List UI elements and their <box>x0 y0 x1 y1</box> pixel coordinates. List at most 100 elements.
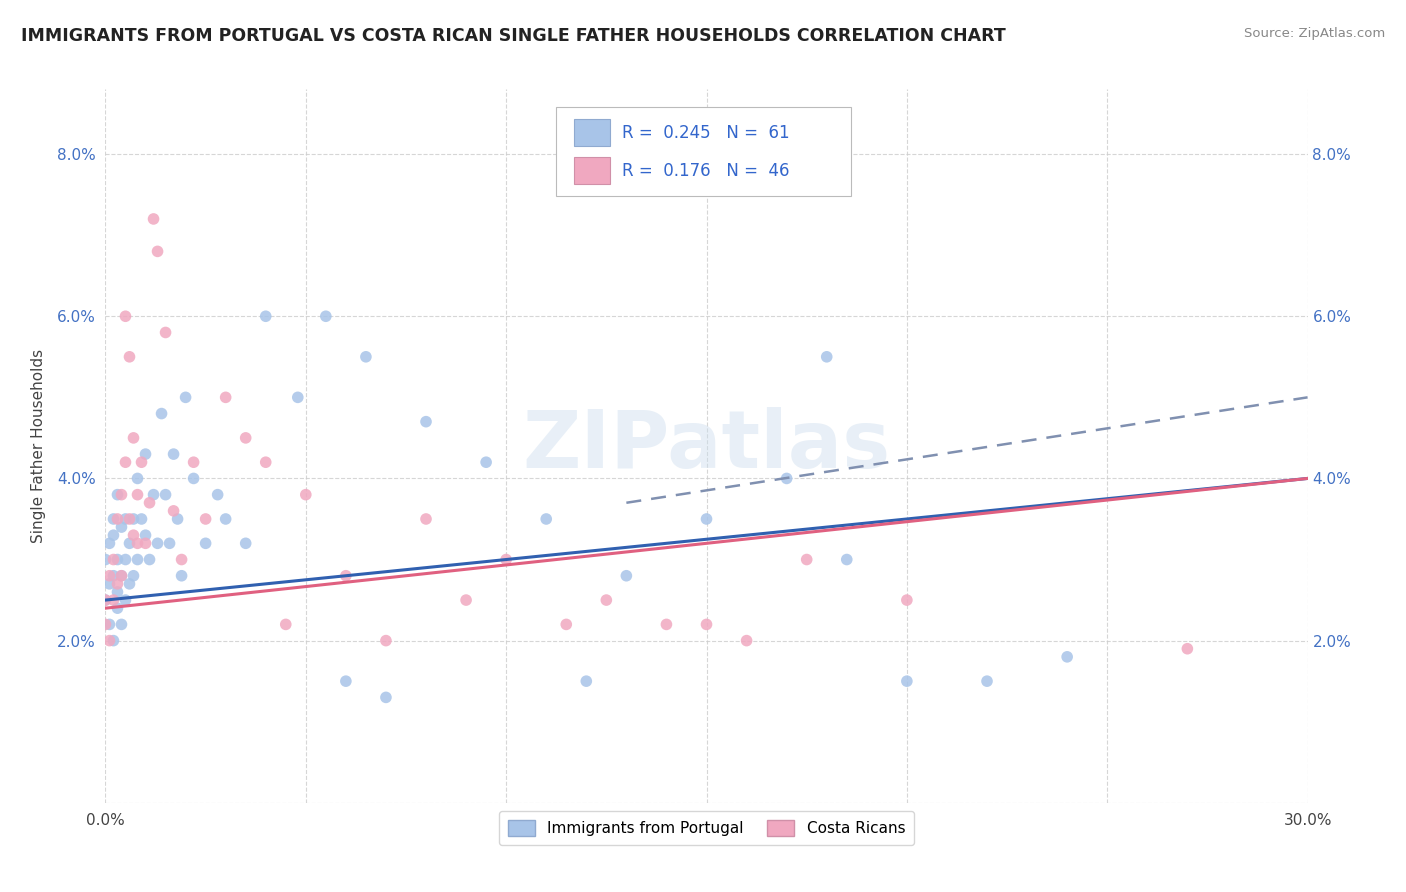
Point <box>456 593 478 607</box>
Text: R =  0.176   N =  46: R = 0.176 N = 46 <box>623 162 790 180</box>
Point <box>1056 649 1078 664</box>
Point <box>114 455 136 469</box>
Point <box>555 617 578 632</box>
Point <box>1177 641 1199 656</box>
Point <box>170 568 193 582</box>
Point <box>118 512 141 526</box>
Text: Source: ZipAtlas.com: Source: ZipAtlas.com <box>1244 27 1385 40</box>
Point <box>142 488 165 502</box>
Point <box>616 568 638 582</box>
Point <box>127 536 149 550</box>
Point <box>796 552 818 566</box>
Point <box>274 617 297 632</box>
Point <box>375 690 398 705</box>
Point <box>114 512 136 526</box>
Text: R =  0.245   N =  61: R = 0.245 N = 61 <box>623 125 790 143</box>
Point <box>107 577 129 591</box>
Point <box>235 431 257 445</box>
Point <box>696 512 718 526</box>
Text: IMMIGRANTS FROM PORTUGAL VS COSTA RICAN SINGLE FATHER HOUSEHOLDS CORRELATION CHA: IMMIGRANTS FROM PORTUGAL VS COSTA RICAN … <box>21 27 1005 45</box>
Point <box>103 512 125 526</box>
Point <box>118 536 141 550</box>
Point <box>103 633 125 648</box>
Point <box>107 512 129 526</box>
Point <box>114 310 136 324</box>
Point <box>103 528 125 542</box>
Point <box>135 536 157 550</box>
Point <box>107 601 129 615</box>
Point <box>94 593 117 607</box>
Point <box>166 512 188 526</box>
Point <box>162 504 184 518</box>
Point <box>98 568 121 582</box>
Point <box>575 674 598 689</box>
Point <box>131 455 153 469</box>
Point <box>495 552 517 566</box>
Point <box>415 415 437 429</box>
Point <box>896 593 918 607</box>
Point <box>896 674 918 689</box>
Point <box>138 496 160 510</box>
Point <box>142 211 165 226</box>
Point <box>315 310 337 324</box>
Point <box>103 568 125 582</box>
Point <box>94 552 117 566</box>
Point <box>98 577 121 591</box>
Point <box>107 585 129 599</box>
Point <box>122 568 145 582</box>
Point <box>287 390 309 404</box>
Point <box>114 593 136 607</box>
Point <box>155 326 177 340</box>
Point <box>183 471 205 485</box>
Point <box>114 552 136 566</box>
Point <box>536 512 558 526</box>
Point <box>335 674 357 689</box>
Point <box>122 431 145 445</box>
Point <box>155 488 177 502</box>
Point <box>107 488 129 502</box>
Point <box>170 552 193 566</box>
Point <box>194 536 217 550</box>
Point <box>174 390 197 404</box>
FancyBboxPatch shape <box>557 107 851 196</box>
Point <box>127 488 149 502</box>
Point <box>595 593 617 607</box>
Point <box>835 552 858 566</box>
Point <box>135 528 157 542</box>
Point <box>135 447 157 461</box>
FancyBboxPatch shape <box>574 157 610 184</box>
Y-axis label: Single Father Households: Single Father Households <box>31 349 46 543</box>
Legend: Immigrants from Portugal, Costa Ricans: Immigrants from Portugal, Costa Ricans <box>499 811 914 845</box>
Point <box>103 593 125 607</box>
Point <box>146 244 169 259</box>
Point <box>183 455 205 469</box>
Point <box>214 512 236 526</box>
Point <box>146 536 169 550</box>
Point <box>335 568 357 582</box>
Point <box>110 568 132 582</box>
Point <box>475 455 498 469</box>
Point <box>159 536 181 550</box>
Point <box>207 488 229 502</box>
Point <box>735 633 758 648</box>
Point <box>254 310 277 324</box>
Point <box>375 633 398 648</box>
Point <box>98 633 121 648</box>
Point <box>94 617 117 632</box>
Point <box>94 593 117 607</box>
Point <box>110 520 132 534</box>
Point <box>815 350 838 364</box>
Point <box>354 350 377 364</box>
Point <box>118 577 141 591</box>
Point <box>131 512 153 526</box>
Point <box>415 512 437 526</box>
Point <box>150 407 173 421</box>
Point <box>214 390 236 404</box>
Point <box>162 447 184 461</box>
Point <box>122 512 145 526</box>
Point <box>98 536 121 550</box>
Point <box>655 617 678 632</box>
Point <box>110 617 132 632</box>
Point <box>235 536 257 550</box>
Point <box>127 552 149 566</box>
